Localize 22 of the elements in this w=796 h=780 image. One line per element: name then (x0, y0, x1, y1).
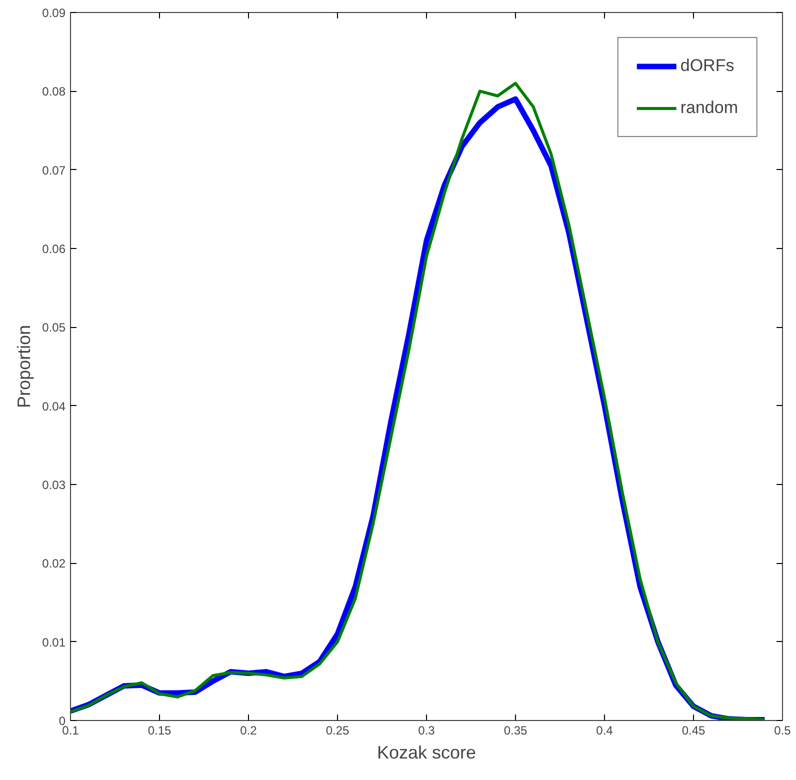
x-tick-label: 0.3 (418, 724, 436, 738)
x-tick-label: 0.35 (504, 724, 528, 738)
y-tick-label: 0.07 (42, 163, 66, 178)
y-tick-label: 0.01 (42, 635, 66, 650)
x-tick-label: 0.2 (240, 724, 258, 738)
x-tick-label: 0.5 (774, 724, 792, 738)
y-tick-label: 0.08 (42, 84, 66, 99)
x-tick-label: 0.25 (326, 724, 350, 738)
x-tick-label: 0.4 (596, 724, 614, 738)
y-tick-label: 0.09 (42, 6, 66, 20)
x-tick-label: 0.1 (62, 724, 80, 738)
legend-label: random (680, 98, 738, 118)
y-axis-title: Proportion (14, 324, 34, 408)
x-tick-label: 0.45 (682, 724, 706, 738)
y-tick-label: 0.02 (42, 556, 66, 571)
x-axis-title: Kozak score (376, 742, 476, 762)
y-tick-label: 0.04 (42, 399, 66, 414)
x-tick-label: 0.15 (148, 724, 172, 738)
y-tick-label: 0.05 (42, 320, 66, 335)
legend-label: dORFs (680, 56, 734, 76)
y-tick-label: 0.03 (42, 478, 66, 492)
y-tick-label: 0.06 (42, 242, 66, 256)
